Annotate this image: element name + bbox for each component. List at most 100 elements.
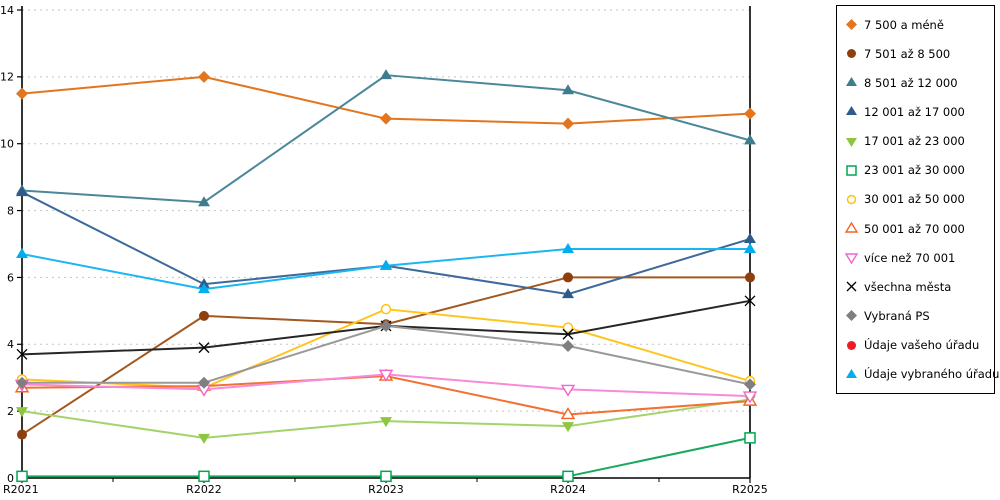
y-tick-label: 6 (7, 271, 14, 284)
series-marker-circle-icon (847, 49, 856, 59)
legend-label: 7 501 až 8 500 (864, 46, 951, 61)
series-marker-x-icon (562, 328, 574, 340)
series-marker-diamond-icon (198, 70, 210, 83)
legend: 7 500 a méně 7 501 až 8 500 8 501 až 12 00… (836, 5, 999, 394)
legend-label: 50 001 až 70 000 (864, 221, 965, 236)
series-marker-triangle-down-open-icon (378, 369, 394, 382)
legend-item: 7 501 až 8 500 (844, 42, 992, 66)
legend-item: Údaje vybraného úřadu (844, 362, 999, 386)
series-marker-triangle-down-open-icon (742, 391, 758, 404)
series-marker-triangle-down-icon (380, 417, 392, 428)
series-marker-triangle-down-icon (846, 137, 857, 147)
series-vybraná-ps (16, 319, 756, 391)
series-marker-triangle-down-open-icon (560, 384, 576, 397)
series-12-001-až-17-000 (16, 186, 756, 299)
x-tick-label: R2023 (368, 483, 404, 496)
diamond-legend-icon (846, 19, 857, 31)
series-marker-square-open-icon (380, 470, 392, 483)
diamond-legend-icon (846, 310, 857, 322)
series-marker-triangle-icon (16, 248, 28, 259)
circle-legend-icon (847, 340, 856, 350)
series-marker-triangle-icon (846, 77, 857, 87)
x-tick-label: R2024 (550, 483, 586, 496)
triangle-down-legend-icon (846, 137, 857, 147)
legend-label: Vybraná PS (864, 308, 930, 323)
series-line (21, 74, 751, 204)
legend-item: Vybraná PS (844, 304, 992, 328)
triangle-legend-icon (846, 77, 857, 87)
circle-legend-icon (847, 49, 856, 59)
legend-label: 7 500 a méně (864, 17, 944, 32)
series-marker-triangle-down-icon (562, 422, 574, 433)
legend-item: 17 001 až 23 000 (844, 129, 992, 153)
y-tick-label: 14 (0, 4, 14, 17)
legend-item: 23 001 až 30 000 (844, 158, 992, 182)
series-marker-triangle-icon (744, 232, 756, 243)
series-marker-triangle-icon (198, 278, 210, 289)
series-marker-triangle-icon (16, 186, 28, 197)
triangle-open-legend-icon (844, 221, 859, 233)
series-marker-diamond-icon (16, 376, 28, 389)
x-tick-label: R2022 (186, 483, 222, 496)
triangle-legend-icon (846, 368, 857, 378)
series-marker-circle-icon (745, 272, 755, 283)
series-marker-triangle-open-icon (844, 221, 859, 233)
series-marker-triangle-icon (744, 134, 756, 145)
series-marker-diamond-icon (744, 107, 756, 120)
series-marker-x-icon (16, 348, 28, 360)
legend-label: 23 001 až 30 000 (864, 163, 965, 178)
series-8-501-až-12-000 (16, 69, 756, 207)
series-23-001-až-30-000 (16, 432, 756, 483)
series-marker-circle-open-icon (380, 303, 392, 315)
series-marker-triangle-icon (380, 69, 392, 80)
legend-item: 8 501 až 12 000 (844, 71, 992, 95)
series-marker-square-open-icon (198, 470, 210, 483)
y-tick-label: 12 (0, 71, 14, 84)
y-tick-label: 4 (7, 338, 14, 351)
series-marker-circle-open-icon (562, 322, 574, 333)
series-marker-diamond-icon (562, 339, 574, 352)
series-marker-diamond-icon (380, 112, 392, 125)
series-marker-x-icon (744, 295, 756, 307)
series-marker-square-open-icon (16, 470, 28, 483)
series-marker-triangle-open-icon (560, 407, 576, 420)
legend-item: 30 001 až 50 000 (844, 187, 992, 211)
legend-item: Údaje vašeho úřadu (844, 333, 992, 357)
series-marker-circle-icon (847, 340, 856, 350)
legend-label: Údaje vašeho úřadu (864, 338, 980, 353)
triangle-down-open-legend-icon (844, 253, 859, 265)
series-7-500-a-méně (16, 70, 756, 130)
x-legend-icon (846, 281, 857, 292)
series-marker-diamond-icon (744, 378, 756, 391)
series-marker-triangle-down-icon (198, 433, 210, 444)
series-marker-diamond-icon (846, 310, 857, 322)
series-marker-diamond-icon (380, 319, 392, 332)
legend-item: 7 500 a méně (844, 13, 992, 37)
series-údaje-vybraného-úřadu (16, 243, 756, 294)
series-marker-diamond-icon (562, 117, 574, 130)
y-tick-label: 8 (7, 204, 14, 217)
series-marker-triangle-icon (846, 106, 857, 116)
legend-item: více než 70 001 (844, 246, 992, 270)
series-marker-triangle-icon (380, 259, 392, 270)
legend-label: 8 501 až 12 000 (864, 75, 958, 90)
series-marker-triangle-icon (198, 283, 210, 294)
series-marker-triangle-icon (198, 196, 210, 207)
series-marker-circle-icon (563, 272, 573, 283)
series-marker-triangle-icon (562, 84, 574, 95)
series-marker-diamond-icon (198, 376, 210, 389)
series-marker-triangle-icon (562, 243, 574, 254)
y-tick-label: 10 (0, 138, 14, 151)
square-open-legend-icon (846, 165, 857, 176)
series-marker-circle-icon (199, 310, 209, 321)
series-marker-x-icon (846, 281, 857, 292)
series-marker-triangle-icon (846, 368, 857, 378)
series-marker-circle-open-icon (846, 194, 857, 205)
triangle-legend-icon (846, 106, 857, 116)
series-marker-triangle-icon (562, 288, 574, 299)
y-tick-label: 0 (7, 472, 14, 485)
series-marker-square-open-icon (744, 432, 756, 444)
legend-label: více než 70 001 (864, 250, 956, 265)
